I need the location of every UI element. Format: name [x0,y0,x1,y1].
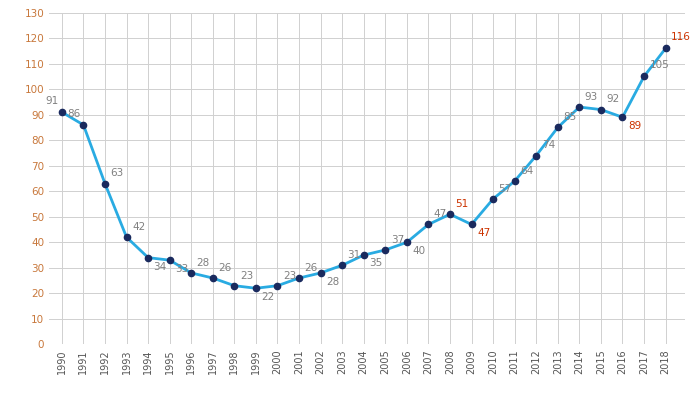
Text: 86: 86 [67,108,80,118]
Text: 23: 23 [240,270,253,281]
Text: 51: 51 [455,199,468,209]
Text: 33: 33 [175,264,188,274]
Text: 47: 47 [477,228,490,239]
Text: 23: 23 [283,270,296,281]
Text: 42: 42 [132,222,145,232]
Text: 26: 26 [305,263,317,273]
Text: 40: 40 [412,247,426,256]
Text: 74: 74 [542,140,555,150]
Text: 85: 85 [563,112,577,122]
Text: 35: 35 [369,258,382,268]
Text: 47: 47 [434,209,447,219]
Text: 22: 22 [261,292,275,302]
Text: 105: 105 [649,60,669,70]
Text: 89: 89 [628,121,641,131]
Text: 28: 28 [326,277,339,287]
Text: 28: 28 [196,258,210,268]
Text: 26: 26 [218,263,231,273]
Text: 31: 31 [347,250,361,260]
Text: 57: 57 [498,184,512,194]
Text: 64: 64 [520,166,533,176]
Text: 116: 116 [671,32,691,42]
Text: 63: 63 [110,168,124,178]
Text: 34: 34 [154,262,167,272]
Text: 92: 92 [606,94,619,105]
Text: 93: 93 [585,92,598,102]
Text: 91: 91 [45,96,59,106]
Text: 37: 37 [391,235,404,245]
